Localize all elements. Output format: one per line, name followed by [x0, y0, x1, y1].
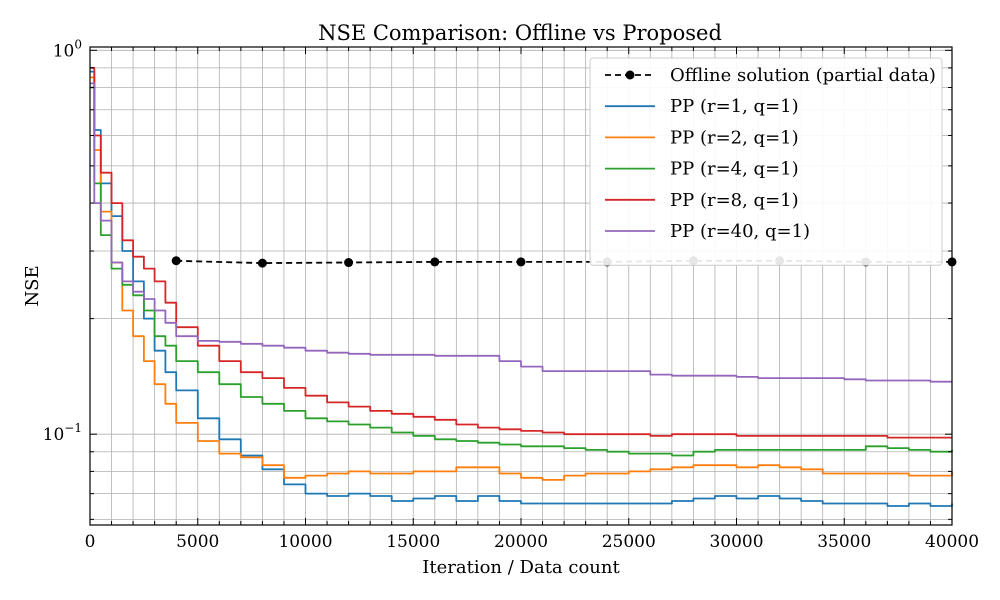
legend: Offline solution (partial data) PP (r=1, … [589, 57, 943, 266]
legend-label-5: PP (r=40, q=1) [670, 221, 810, 242]
y-tick-label: 10−1 [43, 421, 82, 445]
series-line-1 [90, 70, 953, 507]
x-tick-label: 10000 [278, 532, 332, 552]
series-point-0 [430, 257, 440, 267]
axis-ticks: 0 5000 10000 15000 20000 25000 30000 35000 40000… [43, 37, 979, 552]
series-line-2 [90, 76, 953, 481]
grid [89, 47, 953, 525]
series-line-5 [90, 82, 952, 383]
plot-series [90, 67, 957, 507]
legend-label-2: PP (r=2, q=1) [670, 127, 799, 148]
y-axis-label: NSE [22, 265, 43, 306]
legend-label-3: PP (r=4, q=1) [670, 159, 799, 180]
x-tick-label: 0 [85, 532, 96, 552]
x-axis-label: Iteration / Data count [422, 557, 620, 578]
y-tick-label: 100 [53, 37, 82, 61]
x-tick-label: 5000 [176, 532, 219, 552]
x-tick-label: 40000 [925, 532, 979, 552]
series-line-3 [90, 86, 953, 457]
x-tick-label: 15000 [386, 532, 440, 552]
legend-label-0: Offline solution (partial data) [670, 65, 936, 86]
x-tick-label: 30000 [709, 532, 763, 552]
x-tick-label: 25000 [602, 532, 656, 552]
series-point-0 [516, 257, 526, 267]
chart-title: NSE Comparison: Offline vs Proposed [318, 21, 722, 45]
x-tick-label: 20000 [494, 532, 548, 552]
x-tick-label: 35000 [817, 532, 871, 552]
legend-marker-0 [625, 70, 635, 80]
series-line-4 [90, 67, 952, 439]
series-point-0 [257, 258, 267, 268]
series-point-0 [344, 258, 354, 268]
legend-label-4: PP (r=8, q=1) [670, 190, 799, 211]
series-point-0 [171, 256, 181, 266]
legend-label-1: PP (r=1, q=1) [670, 96, 799, 117]
legend-box [589, 57, 943, 266]
